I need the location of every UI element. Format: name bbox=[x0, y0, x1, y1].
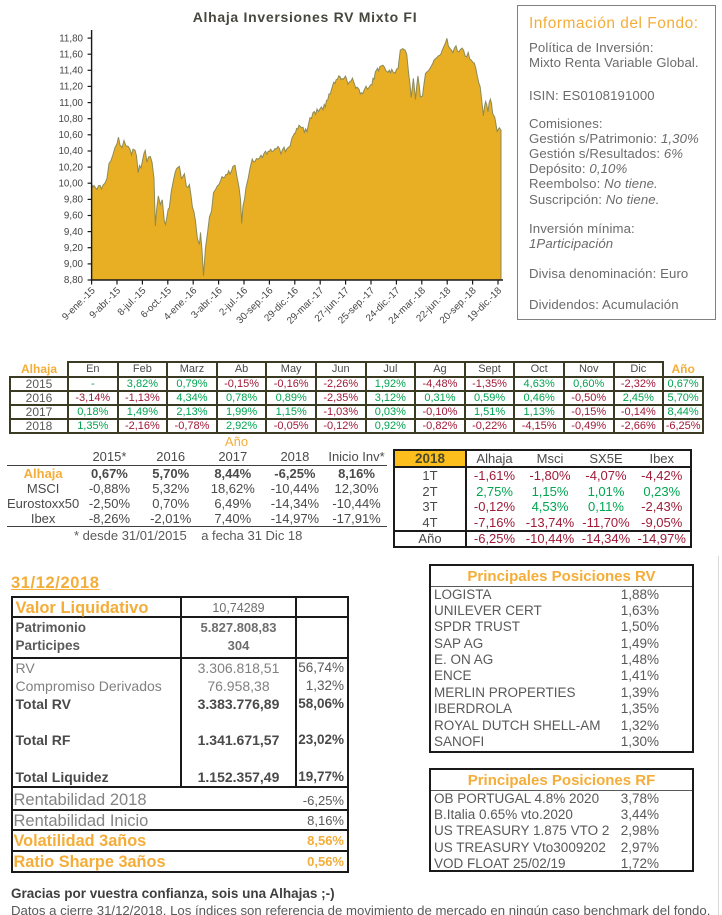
svg-text:11,80: 11,80 bbox=[59, 33, 83, 44]
svg-text:10,80: 10,80 bbox=[58, 114, 83, 125]
svg-text:10,40: 10,40 bbox=[58, 146, 83, 157]
svg-text:10,00: 10,00 bbox=[58, 178, 83, 189]
svg-text:11,60: 11,60 bbox=[59, 49, 83, 60]
svg-text:10,20: 10,20 bbox=[58, 162, 83, 173]
svg-text:8,80: 8,80 bbox=[64, 275, 84, 286]
svg-text:9,60: 9,60 bbox=[64, 211, 84, 222]
svg-text:9,40: 9,40 bbox=[64, 227, 84, 238]
svg-text:11,20: 11,20 bbox=[59, 82, 83, 93]
svg-text:10,60: 10,60 bbox=[58, 130, 83, 141]
svg-text:9,00: 9,00 bbox=[64, 259, 84, 270]
svg-text:9,20: 9,20 bbox=[64, 243, 84, 254]
svg-text:9,80: 9,80 bbox=[64, 195, 84, 206]
svg-text:11,00: 11,00 bbox=[59, 98, 83, 109]
svg-text:11,40: 11,40 bbox=[59, 66, 83, 77]
